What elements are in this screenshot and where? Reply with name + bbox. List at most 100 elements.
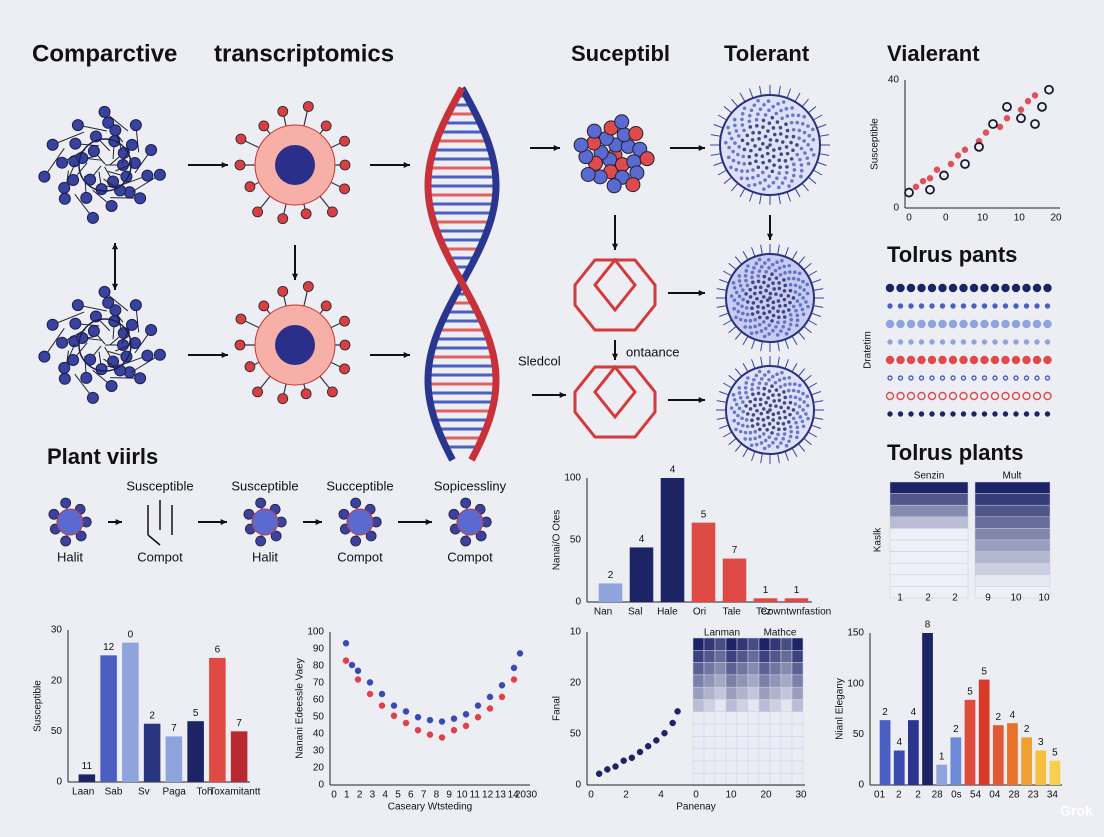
node xyxy=(58,372,71,385)
heat-cell xyxy=(725,723,738,737)
dot xyxy=(992,339,998,345)
spike xyxy=(807,270,818,277)
granule xyxy=(788,434,793,439)
granule xyxy=(771,300,776,305)
bar xyxy=(1007,723,1018,785)
granule xyxy=(771,154,776,159)
granule xyxy=(745,412,750,416)
heat-cell xyxy=(736,686,749,700)
granule xyxy=(780,181,785,185)
spike xyxy=(784,359,789,369)
granule xyxy=(764,165,769,170)
heat-cell xyxy=(889,528,969,541)
granule xyxy=(750,275,754,280)
point xyxy=(498,693,506,701)
spike xyxy=(734,256,743,265)
dna-strand xyxy=(424,86,500,462)
heat-cell xyxy=(758,650,771,663)
granule xyxy=(785,128,790,133)
dot xyxy=(969,355,979,365)
heat-cell xyxy=(974,504,1051,518)
granule xyxy=(744,269,749,273)
granule xyxy=(771,425,776,430)
spike xyxy=(816,124,827,129)
spike-ball xyxy=(460,497,472,509)
granule xyxy=(748,325,753,329)
heat-cell xyxy=(974,586,1051,599)
pathway-label: Susceptible xyxy=(231,478,298,493)
axis-label: Nianl Elegany xyxy=(835,678,846,740)
node xyxy=(46,318,59,331)
heat-cell xyxy=(974,481,1051,494)
granule xyxy=(744,390,748,395)
granule xyxy=(779,329,783,333)
dot xyxy=(969,283,979,293)
granule xyxy=(801,391,805,396)
spike xyxy=(710,134,721,137)
granule xyxy=(758,290,763,295)
heat-cell xyxy=(791,736,804,749)
granule xyxy=(795,430,800,435)
bar-label: 4 xyxy=(670,465,676,476)
dot xyxy=(1043,391,1052,401)
granule xyxy=(732,298,737,302)
x-tick-label: 28 xyxy=(932,790,944,801)
granule xyxy=(802,400,806,404)
granule xyxy=(762,386,767,391)
dot xyxy=(939,375,946,381)
spike xyxy=(803,437,812,446)
dot xyxy=(959,391,968,401)
spike xyxy=(801,98,809,108)
spike xyxy=(759,194,762,205)
heat-cell xyxy=(703,650,716,663)
granule xyxy=(804,300,808,304)
granule xyxy=(788,282,793,287)
granule xyxy=(734,167,739,172)
spike xyxy=(813,169,823,176)
bar-label: 2 xyxy=(149,710,155,721)
arrow-head xyxy=(111,283,119,290)
granule xyxy=(779,405,783,410)
y-tick-label: 20 xyxy=(313,763,325,774)
granule xyxy=(783,383,787,387)
point xyxy=(925,184,935,195)
dot xyxy=(908,411,914,417)
granule xyxy=(757,369,762,374)
granule xyxy=(782,289,787,293)
dot xyxy=(971,339,977,345)
molecule xyxy=(147,500,173,546)
heat-cell xyxy=(703,711,716,725)
spike xyxy=(723,106,733,114)
bar-label: 2 xyxy=(608,570,614,581)
point xyxy=(390,712,398,719)
dot xyxy=(1023,339,1030,345)
spike xyxy=(811,312,821,317)
point xyxy=(961,146,969,153)
granule xyxy=(793,382,797,387)
granule xyxy=(802,288,806,292)
granule xyxy=(761,432,766,436)
granule xyxy=(785,114,790,118)
node xyxy=(125,318,138,331)
y-tick-label: 0 xyxy=(575,597,581,608)
heat-cell xyxy=(889,504,969,518)
heat-cell xyxy=(714,723,727,737)
granule xyxy=(737,294,742,299)
heat-cell xyxy=(758,760,771,774)
dot xyxy=(1043,355,1052,365)
spike xyxy=(728,374,737,383)
granule xyxy=(787,263,792,268)
spike xyxy=(716,417,727,420)
dot xyxy=(887,303,893,309)
granule xyxy=(768,138,773,142)
granule xyxy=(791,416,796,421)
spike xyxy=(751,339,756,349)
point xyxy=(1003,115,1011,122)
node xyxy=(98,285,111,298)
heat-cell xyxy=(692,699,705,713)
dot xyxy=(896,319,905,329)
dot xyxy=(990,319,1000,329)
pathway-label: Compot xyxy=(137,549,183,564)
granule xyxy=(751,280,755,285)
heat-cell xyxy=(747,662,760,676)
